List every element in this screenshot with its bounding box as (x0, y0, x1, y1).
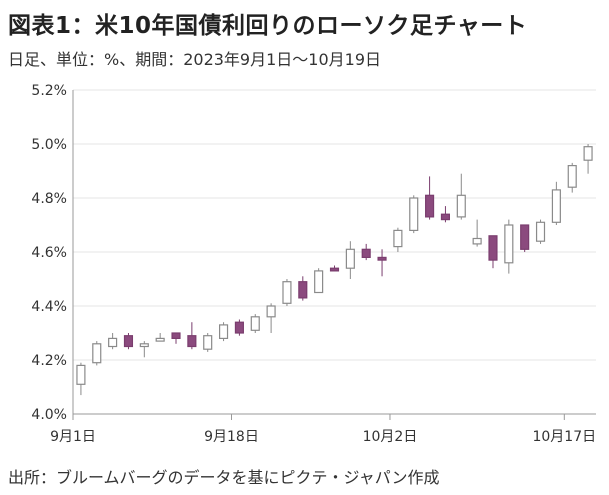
candle (535, 219, 546, 244)
candle (393, 227, 403, 252)
candle (345, 241, 355, 279)
candle-body (187, 335, 197, 348)
candle (298, 276, 308, 301)
candle-body (409, 197, 419, 232)
candle (250, 314, 260, 333)
candle-body (472, 237, 482, 245)
candle-body (520, 224, 530, 250)
y-tick-label: 5.0% (31, 137, 67, 153)
chart-subtitle: 日足、単位：%、期間：2023年9月1日～10月19日 (8, 50, 382, 69)
candle (425, 176, 435, 220)
candle-body (345, 248, 355, 269)
candle-body (329, 267, 340, 272)
candle-body (123, 335, 134, 348)
candle-body (440, 213, 451, 221)
candle-body (139, 343, 149, 348)
candle-body (250, 316, 260, 331)
candle-body (282, 281, 292, 304)
candle-body (361, 248, 371, 259)
candle (203, 333, 213, 352)
candle (123, 333, 134, 350)
candle (171, 332, 181, 344)
candle-body (155, 337, 165, 342)
candle (282, 279, 292, 306)
gridlines (73, 89, 596, 361)
x-tick-label: 9月1日 (50, 429, 96, 445)
candle (314, 268, 324, 294)
candle-body (425, 194, 435, 218)
candles (76, 144, 593, 396)
axes (72, 90, 596, 420)
candle (488, 235, 498, 269)
candle-body (171, 332, 181, 340)
candle-body (92, 343, 102, 364)
y-tick-label: 4.2% (31, 353, 67, 369)
candle-body (298, 281, 308, 299)
candle (92, 341, 102, 366)
candle-body (203, 335, 213, 350)
candle (234, 319, 244, 336)
candle (329, 265, 340, 272)
candle (361, 243, 371, 261)
candle-body (108, 337, 118, 348)
candle-body (456, 194, 466, 218)
chart-title: 図表1：米10年国債利回りのローソク足チャート (8, 13, 528, 39)
candle-body (76, 364, 86, 385)
candle-body (488, 235, 498, 261)
candle (472, 219, 482, 247)
candle (187, 322, 197, 350)
candle (155, 333, 165, 342)
candle (504, 219, 514, 274)
candle-body (234, 321, 244, 334)
x-tick-label: 10月17日 (532, 429, 596, 445)
y-tick-label: 4.6% (31, 245, 67, 261)
candle (218, 322, 229, 342)
candle-body (377, 256, 387, 261)
candle-body (266, 305, 276, 318)
candle-body (393, 229, 403, 248)
y-tick-label: 4.0% (31, 407, 67, 423)
x-tick-label: 10月2日 (363, 429, 418, 445)
candle-body (567, 165, 577, 188)
x-tick-label: 9月18日 (204, 429, 259, 445)
candle (520, 224, 530, 252)
candle (377, 249, 387, 277)
y-tick-label: 5.2% (31, 83, 67, 99)
candle-body (551, 189, 561, 223)
candle-body (504, 224, 514, 264)
tick-labels: 4.0% 4.2% 4.4% 4.6% 4.8% 5.0% 5.2% 9月1日 9月18日 10月… (31, 83, 596, 445)
candle-body (535, 221, 546, 242)
candle (76, 362, 86, 396)
candle (551, 181, 561, 225)
candle (567, 162, 577, 193)
candle (108, 333, 118, 350)
candle (440, 206, 451, 223)
candle (409, 195, 419, 234)
candle-body (314, 270, 324, 294)
candle-body (583, 146, 593, 161)
y-tick-label: 4.4% (31, 299, 67, 315)
candle-body (218, 324, 229, 339)
candle (266, 303, 276, 333)
y-tick-label: 4.8% (31, 191, 67, 207)
candle (139, 341, 149, 358)
candle (583, 144, 593, 174)
source-note: 出所：ブルームバーグのデータを基にピクテ・ジャパン作成 (8, 468, 440, 487)
candle (456, 173, 466, 220)
